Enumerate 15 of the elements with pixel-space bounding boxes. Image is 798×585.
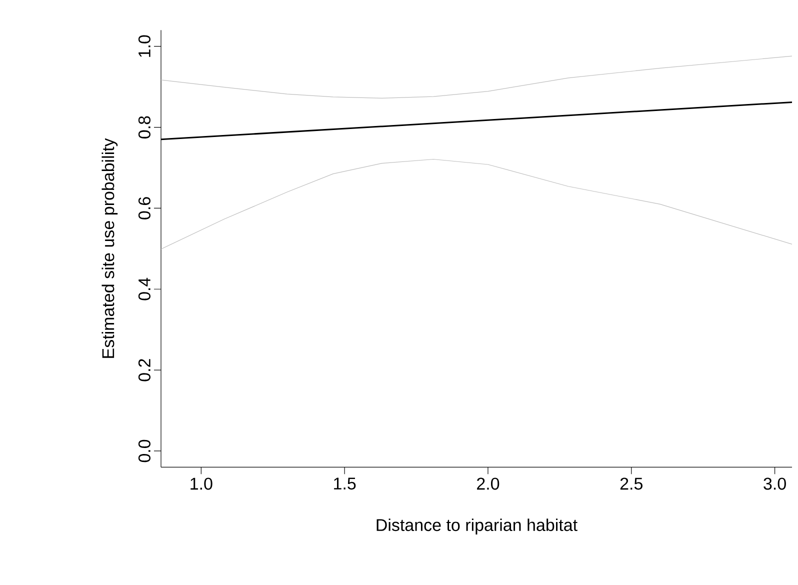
x-tick-label: 3.0 bbox=[764, 478, 786, 490]
y-tick-label: 0.6 bbox=[138, 197, 150, 220]
y-tick-label: 0.8 bbox=[138, 116, 150, 138]
x-tick-label: 1.5 bbox=[334, 478, 356, 490]
y-tick-label: 0.2 bbox=[138, 359, 150, 382]
x-tick-label: 2.5 bbox=[620, 478, 642, 490]
line-series bbox=[161, 158, 792, 250]
x-axis-title: Distance to riparian habitat bbox=[376, 518, 578, 534]
y-tick-label: 0.4 bbox=[138, 278, 150, 300]
y-tick-label: 0.0 bbox=[138, 440, 150, 462]
y-tick-label: 1.0 bbox=[138, 35, 150, 57]
line-series bbox=[161, 56, 792, 98]
x-tick-label: 1.0 bbox=[190, 478, 212, 490]
x-tick-label: 2.0 bbox=[477, 478, 500, 490]
y-axis-title: Estimated site use probability bbox=[102, 138, 118, 358]
